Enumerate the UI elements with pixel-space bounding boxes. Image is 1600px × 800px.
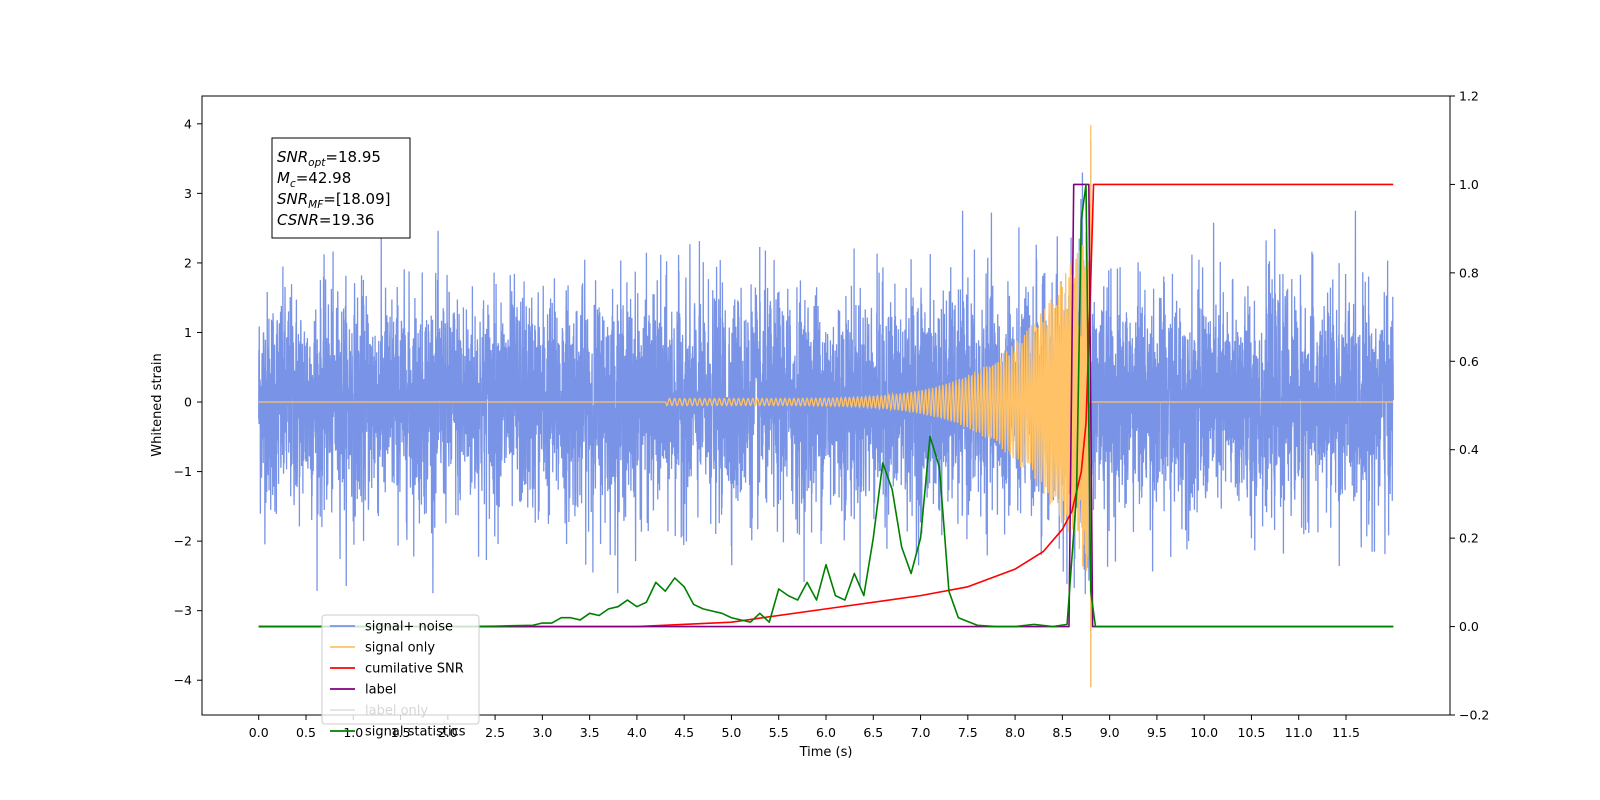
x-tick-label: 3.5 bbox=[580, 725, 600, 740]
y-tick-label: −3 bbox=[174, 603, 192, 618]
legend-label: signal only bbox=[365, 641, 435, 656]
x-tick-label: 1.0 bbox=[343, 725, 363, 740]
series-cumulative-snr-line bbox=[258, 183, 1394, 628]
annotation-symbol: CSNR bbox=[277, 211, 319, 229]
annotation-value: =[18.09] bbox=[323, 190, 390, 208]
annotation-symbol: SNR bbox=[277, 148, 308, 166]
x-tick-label: 9.0 bbox=[1100, 725, 1120, 740]
y-axis-right: 1.2 1.0 0.8 0.6 0.4 0.2 0.0 −0.2 bbox=[1450, 89, 1489, 723]
annotation-border bbox=[271, 137, 411, 239]
annotation-value: =18.95 bbox=[325, 148, 381, 166]
legend-label: label bbox=[365, 683, 396, 698]
y-axis-left: 4 3 2 1 0 −1 −2 −3 −4 bbox=[174, 116, 202, 688]
y2-tick-label: 0.2 bbox=[1459, 531, 1479, 546]
annotation-value: =42.98 bbox=[296, 169, 352, 187]
snr-annotation-box: SNRopt=18.95Mc=42.98SNRMF=[18.09]CSNR=19… bbox=[271, 137, 411, 239]
legend-frame bbox=[321, 614, 480, 725]
y2-tick-label: 0.8 bbox=[1459, 265, 1479, 280]
legend-label: signal+ noise bbox=[365, 620, 453, 635]
y-tick-label: 3 bbox=[184, 186, 192, 201]
x-tick-label: 1.5 bbox=[391, 725, 411, 740]
x-tick-label: 4.5 bbox=[674, 725, 694, 740]
x-tick-label: 0.5 bbox=[296, 725, 316, 740]
annotation-symbol: SNR bbox=[277, 190, 308, 208]
y-tick-label: 0 bbox=[184, 395, 192, 410]
y-axis-label: Whitened strain bbox=[150, 353, 165, 456]
x-tick-label: 9.5 bbox=[1147, 725, 1167, 740]
y2-tick-label: 0.0 bbox=[1459, 619, 1479, 634]
x-tick-label: 3.0 bbox=[532, 725, 552, 740]
x-tick-label: 8.5 bbox=[1052, 725, 1072, 740]
x-tick-label: 7.0 bbox=[911, 725, 931, 740]
x-axis: 0.0 0.5 1.0 1.5 2.0 2.5 3.0 3.5 4.0 4.5 5.0 5.5 6.0 6… bbox=[249, 715, 1360, 740]
annotation-symbol: M bbox=[277, 169, 290, 187]
x-tick-label: 11.5 bbox=[1332, 725, 1360, 740]
x-tick-label: 5.0 bbox=[722, 725, 742, 740]
y-tick-label: 2 bbox=[184, 255, 192, 270]
annotation-line: Mc=42.98 bbox=[277, 169, 351, 190]
legend-label: label only bbox=[365, 704, 428, 719]
legend-label: cumilative SNR bbox=[365, 662, 464, 677]
y-tick-label: 1 bbox=[184, 325, 192, 340]
y-tick-label: −2 bbox=[174, 534, 192, 549]
x-tick-label: 5.5 bbox=[769, 725, 789, 740]
annotation-value: =19.36 bbox=[319, 211, 375, 229]
y2-tick-label: 1.2 bbox=[1459, 89, 1479, 104]
x-tick-label: 0.0 bbox=[249, 725, 269, 740]
x-tick-label: 2.0 bbox=[438, 725, 458, 740]
x-tick-label: 10.5 bbox=[1238, 725, 1266, 740]
legend-label: signal statistics bbox=[365, 725, 466, 740]
annotation-subscript: c bbox=[290, 178, 296, 190]
y-tick-label: −1 bbox=[174, 464, 192, 479]
y2-tick-label: 1.0 bbox=[1459, 177, 1479, 192]
y-tick-label: −4 bbox=[174, 673, 192, 688]
y2-tick-label: 0.6 bbox=[1459, 354, 1479, 369]
series-layer bbox=[258, 125, 1394, 688]
annotation-line: SNRopt=18.95 bbox=[277, 148, 381, 169]
annotation-line: SNRMF=[18.09] bbox=[277, 190, 391, 211]
x-tick-label: 6.0 bbox=[816, 725, 836, 740]
x-tick-label: 10.0 bbox=[1190, 725, 1218, 740]
x-tick-label: 11.0 bbox=[1285, 725, 1313, 740]
x-tick-label: 2.5 bbox=[485, 725, 505, 740]
y-tick-label: 4 bbox=[184, 116, 192, 131]
annotation-subscript: opt bbox=[308, 157, 326, 169]
y2-tick-label: −0.2 bbox=[1459, 708, 1489, 723]
x-tick-label: 6.5 bbox=[863, 725, 883, 740]
x-tick-label: 8.0 bbox=[1005, 725, 1025, 740]
legend: signal+ noise signal only cumilative SNR la… bbox=[321, 614, 480, 740]
x-tick-label: 4.0 bbox=[627, 725, 647, 740]
series-signal-statistics-line bbox=[258, 183, 1394, 628]
plot-area bbox=[258, 125, 1394, 688]
annotation-subscript: MF bbox=[308, 199, 324, 211]
annotation-line: CSNR=19.36 bbox=[277, 211, 374, 229]
x-axis-label: Time (s) bbox=[799, 745, 853, 760]
x-tick-label: 7.5 bbox=[958, 725, 978, 740]
y2-tick-label: 0.4 bbox=[1459, 442, 1479, 457]
